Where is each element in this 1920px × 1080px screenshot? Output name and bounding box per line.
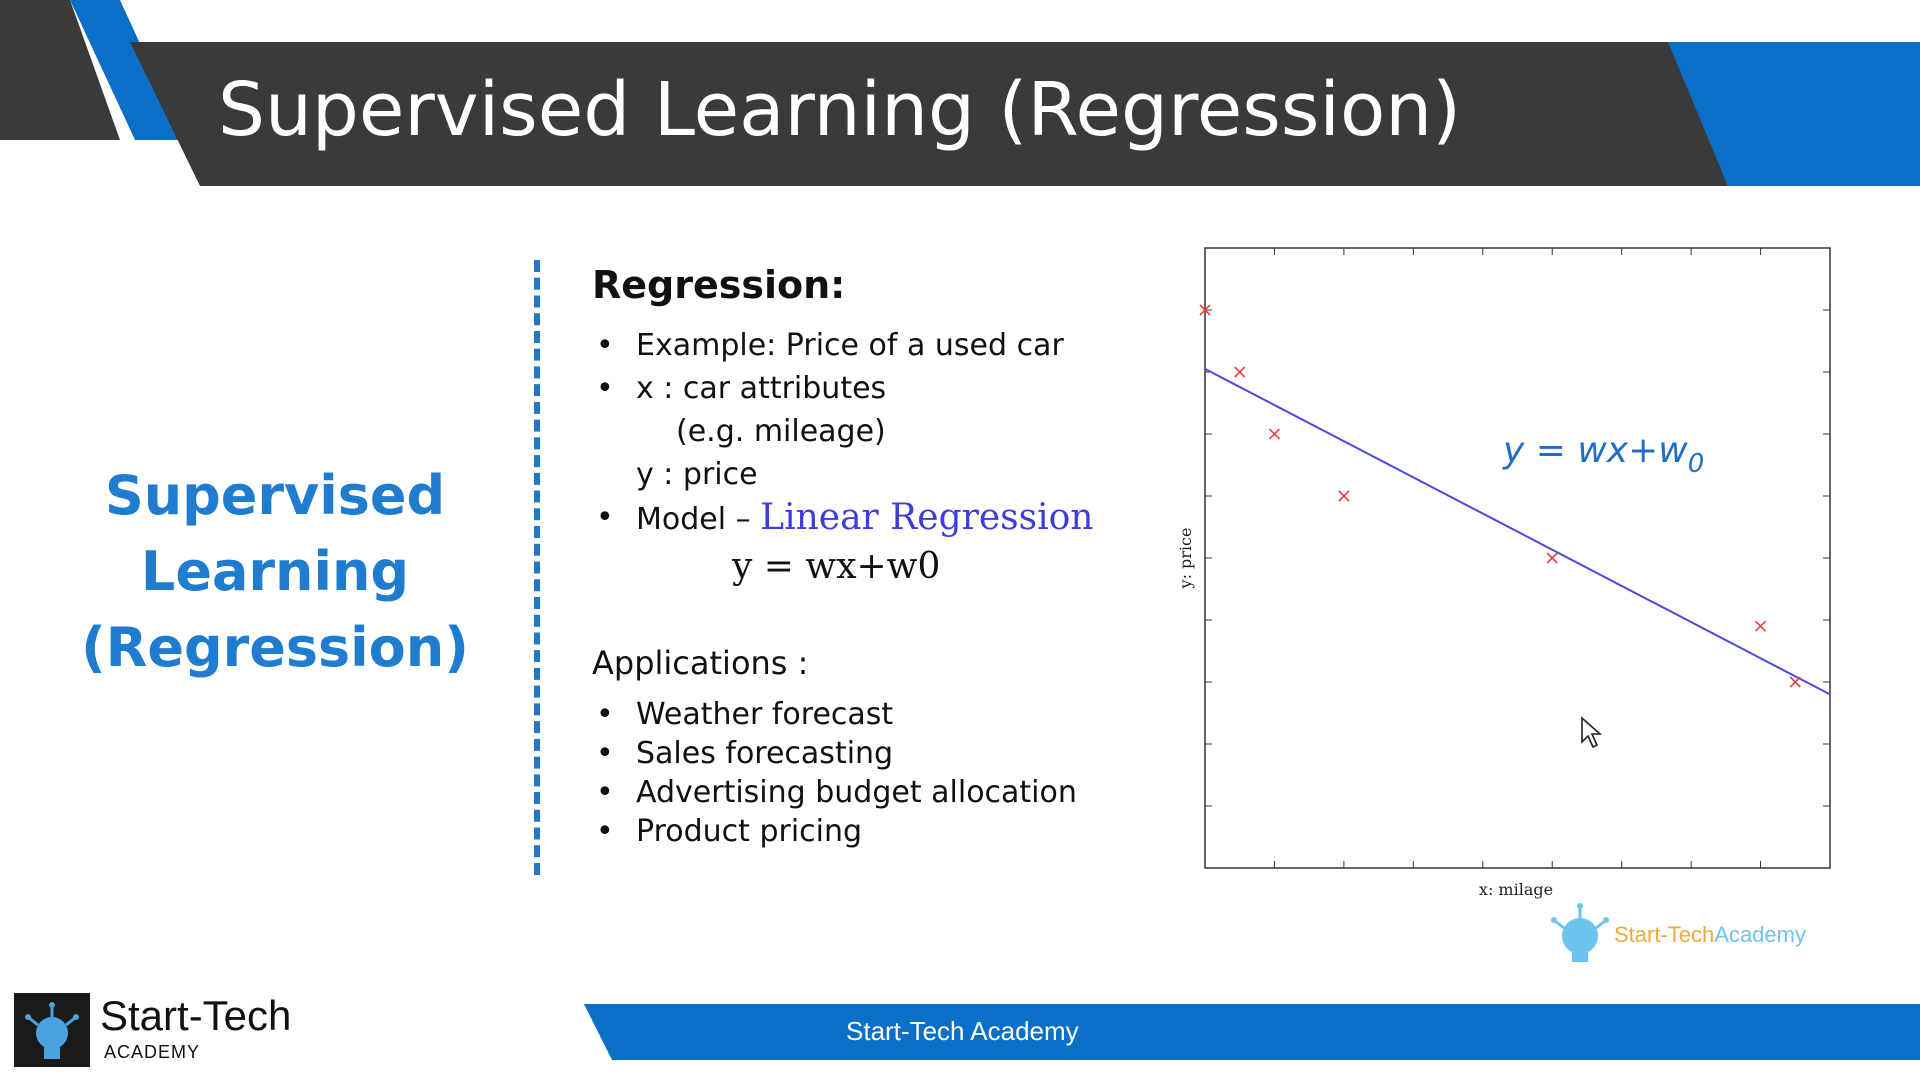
chart-points xyxy=(1199,304,1801,688)
application-item: Sales forecasting xyxy=(592,734,1112,773)
data-point xyxy=(1338,490,1350,502)
data-point xyxy=(1789,676,1801,688)
bullet-model: Model – Linear Regression xyxy=(592,496,1112,541)
watermark-logo: Start-TechAcademy xyxy=(1548,902,1828,962)
application-item: Product pricing xyxy=(592,812,1112,851)
header-band: Supervised Learning (Regression) xyxy=(0,0,1920,190)
y-price-line: y : price xyxy=(636,457,758,492)
model-name: Linear Regression xyxy=(760,497,1094,538)
y-axis-label: y: price xyxy=(1176,528,1195,590)
annotation-main: y = wx+w xyxy=(1502,430,1688,471)
application-item: Weather forecast xyxy=(592,695,1112,734)
logo-subtitle: ACADEMY xyxy=(104,1042,201,1062)
footer-text: Start-Tech Academy xyxy=(846,1016,1079,1046)
footer-blue-bar xyxy=(584,1004,1920,1060)
model-prefix: Model – xyxy=(636,502,761,537)
data-point xyxy=(1754,620,1767,632)
bullet-x-attributes: x : car attributes xyxy=(592,367,1112,410)
bullet-example: Example: Price of a used car xyxy=(592,324,1112,367)
watermark-text: Start-TechAcademy xyxy=(1614,922,1806,948)
data-point xyxy=(1268,428,1281,440)
header-left-dark-shape xyxy=(0,0,120,140)
footer-band: Start-Tech Academy xyxy=(0,990,1920,1080)
applications-heading: Applications : xyxy=(592,644,809,682)
side-title-line-1: Supervised xyxy=(104,464,446,527)
data-point xyxy=(1546,552,1558,564)
header-left-blue-stripe xyxy=(70,0,185,140)
chart-ticks xyxy=(1205,248,1830,868)
slide-title: Supervised Learning (Regression) xyxy=(218,67,1462,153)
watermark-text-part2: Academy xyxy=(1714,922,1806,947)
side-title-line-3: (Regression) xyxy=(81,616,469,679)
annotation-subscript: 0 xyxy=(1688,449,1705,479)
model-formula: y = wx+w0 xyxy=(732,546,941,587)
application-item: Advertising budget allocation xyxy=(592,773,1112,812)
logo-name: Start-Tech xyxy=(100,992,292,1039)
content-column: Regression: Example: Price of a used car… xyxy=(592,260,1112,851)
watermark-head-icon xyxy=(1551,903,1609,962)
chart-frame xyxy=(1204,247,1831,869)
fit-equation-annotation: y = wx+w0 xyxy=(1502,430,1704,479)
chart-svg: y = wx+w0 x: milage y: price xyxy=(1176,247,1831,899)
header-right-blue-shape xyxy=(1668,42,1920,186)
header-shapes xyxy=(0,0,1920,186)
dashed-divider xyxy=(534,260,540,875)
data-point xyxy=(1199,304,1211,316)
regression-fit-line xyxy=(1204,368,1831,696)
mouse-cursor-icon xyxy=(1581,716,1603,749)
company-logo: Start-Tech ACADEMY xyxy=(14,990,324,1070)
watermark-text-part1: Start-Tech xyxy=(1614,922,1715,947)
regression-chart: y = wx+w0 x: milage y: price xyxy=(1170,240,1850,920)
side-title: Supervised Learning (Regression) xyxy=(70,458,480,686)
footer-shapes xyxy=(584,1004,1920,1060)
side-title-line-2: Learning xyxy=(140,540,410,603)
header-title-bar xyxy=(130,42,1728,186)
data-point xyxy=(1234,366,1246,378)
x-axis-label: x: milage xyxy=(1479,880,1553,899)
logo-icon xyxy=(14,993,90,1067)
x-detail: (e.g. mileage) xyxy=(676,414,886,449)
regression-heading: Regression: xyxy=(592,263,846,307)
